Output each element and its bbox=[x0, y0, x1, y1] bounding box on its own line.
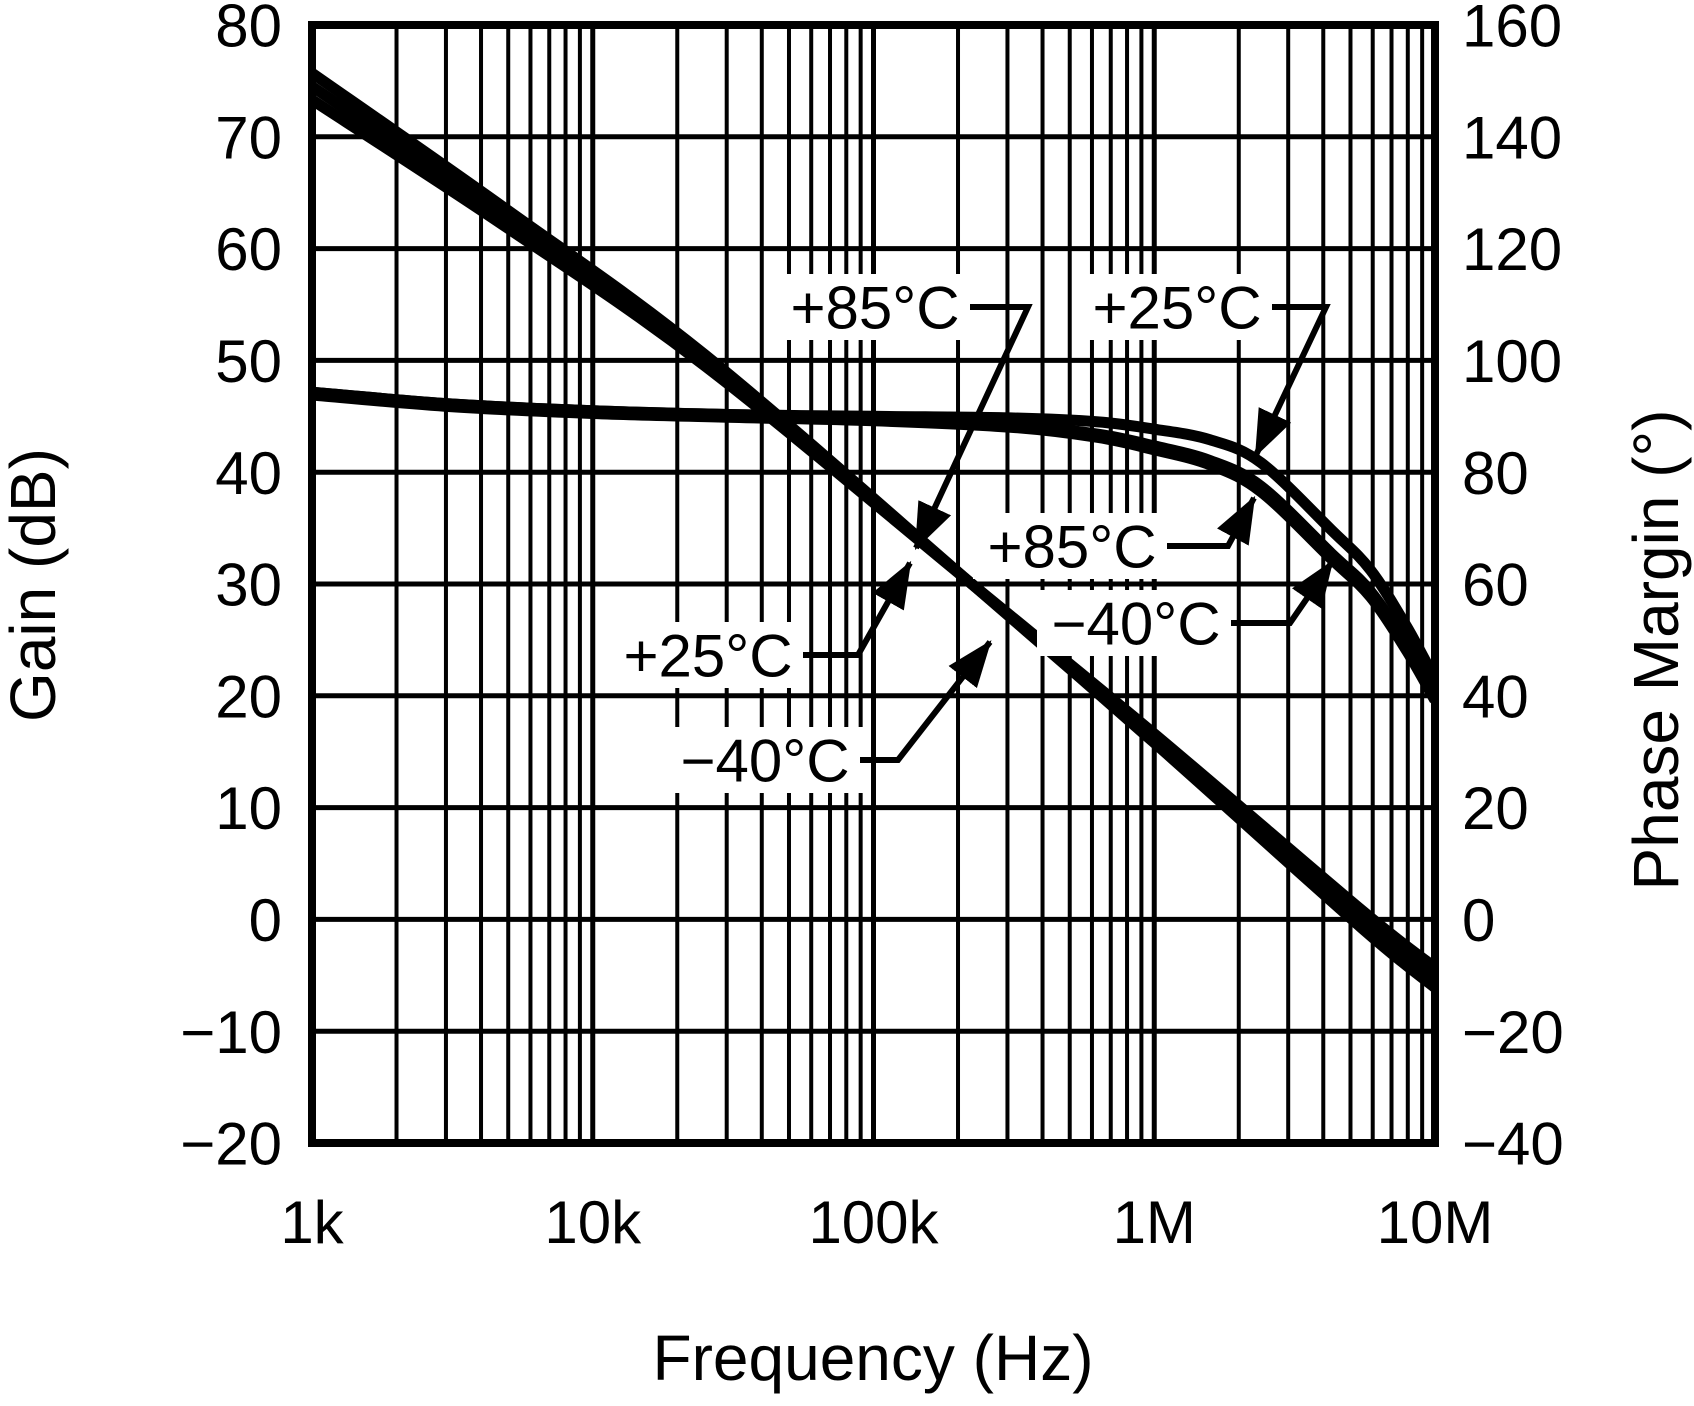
right-tick-100: 100 bbox=[1462, 328, 1562, 395]
left-tick-10: 10 bbox=[215, 775, 282, 842]
x-tick-10M: 10M bbox=[1377, 1189, 1494, 1256]
callout-label-mask bbox=[666, 727, 864, 793]
callout-arrow bbox=[1253, 304, 1331, 458]
x-tick-1k: 1k bbox=[280, 1189, 344, 1256]
left-tick-30: 30 bbox=[215, 552, 282, 619]
callout-+85C-2: +85°C bbox=[973, 495, 1257, 581]
callout-+25C-1: +25°C bbox=[1078, 274, 1331, 458]
left-tick-0: 0 bbox=[249, 887, 282, 954]
callout-label: +25°C bbox=[1092, 275, 1261, 342]
left-tick-80: 80 bbox=[215, 0, 282, 60]
y-left-axis-title: Gain (dB) bbox=[0, 448, 69, 722]
right-axis-tick-labels: 160 140 120 100 80 60 40 20 0 −20 −40 bbox=[1462, 0, 1564, 1178]
callout-label: −40°C bbox=[1051, 591, 1220, 658]
callout-−40C-3: −40°C bbox=[1037, 560, 1335, 658]
left-tick-40: 40 bbox=[215, 440, 282, 507]
callout-label: −40°C bbox=[680, 728, 849, 795]
plot-frame bbox=[308, 21, 1439, 1147]
right-tick-80: 80 bbox=[1462, 440, 1529, 507]
callout-label-mask bbox=[776, 274, 974, 340]
left-tick-20: 20 bbox=[215, 663, 282, 730]
right-tick-60: 60 bbox=[1462, 552, 1529, 619]
callout-label-mask bbox=[1078, 274, 1276, 340]
curve-gain-40-c bbox=[310, 68, 1437, 992]
x-axis-title: Frequency (Hz) bbox=[653, 1322, 1094, 1394]
x-tick-1M: 1M bbox=[1113, 1189, 1196, 1256]
callout-−40C-5: −40°C bbox=[666, 640, 993, 795]
callout-arrow bbox=[913, 304, 1033, 551]
right-tick-140: 140 bbox=[1462, 104, 1562, 171]
left-tick-70: 70 bbox=[215, 104, 282, 171]
right-tick-40: 40 bbox=[1462, 663, 1529, 730]
callout-arrow bbox=[1231, 560, 1335, 626]
right-tick--20: −20 bbox=[1462, 999, 1564, 1066]
right-tick-160: 160 bbox=[1462, 0, 1562, 60]
callout-label: +85°C bbox=[790, 275, 959, 342]
callout-label: +25°C bbox=[623, 623, 792, 690]
x-tick-100k: 100k bbox=[808, 1189, 939, 1256]
callout-arrow bbox=[803, 560, 913, 658]
left-tick--10: −10 bbox=[180, 999, 282, 1066]
callouts: +85°C +25°C +85°C −40°C +25°C −40°C bbox=[609, 274, 1335, 795]
left-tick--20: −20 bbox=[180, 1111, 282, 1178]
callout-label-mask bbox=[1037, 590, 1235, 656]
right-tick-120: 120 bbox=[1462, 216, 1562, 283]
callout-label-mask bbox=[609, 622, 807, 688]
callout-arrow bbox=[1167, 495, 1257, 549]
left-axis-tick-labels: 80 70 60 50 40 30 20 10 0 −10 −20 bbox=[180, 0, 282, 1178]
left-tick-60: 60 bbox=[215, 216, 282, 283]
callout-label-mask bbox=[973, 513, 1171, 579]
callout-label: +85°C bbox=[987, 514, 1156, 581]
curves bbox=[310, 68, 1437, 992]
x-axis-tick-labels: 1k 10k 100k 1M 10M bbox=[280, 1189, 1493, 1256]
right-tick--40: −40 bbox=[1462, 1111, 1564, 1178]
x-tick-10k: 10k bbox=[544, 1189, 642, 1256]
y-right-axis-title: Phase Margin (°) bbox=[1620, 410, 1692, 891]
right-tick-20: 20 bbox=[1462, 775, 1529, 842]
right-tick-0: 0 bbox=[1462, 887, 1495, 954]
left-tick-50: 50 bbox=[215, 328, 282, 395]
callout-arrow bbox=[860, 640, 993, 763]
callout-+25C-4: +25°C bbox=[609, 560, 913, 690]
callout-+85C-0: +85°C bbox=[776, 274, 1033, 551]
curve-phase-margin-40-c bbox=[311, 389, 1437, 704]
